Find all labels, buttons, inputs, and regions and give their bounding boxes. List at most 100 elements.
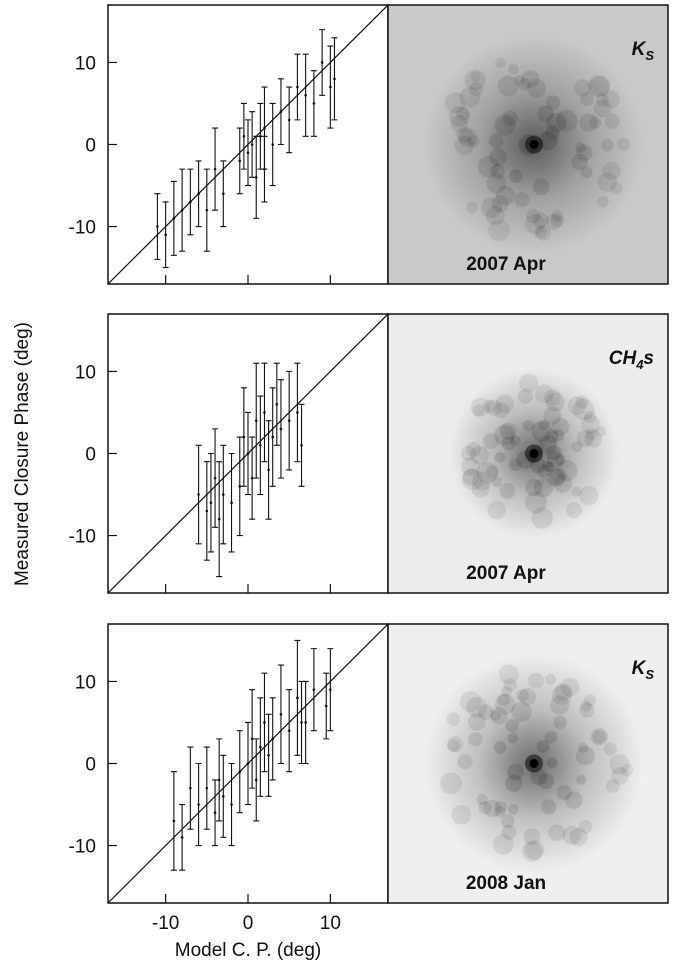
speckle [549, 695, 570, 715]
speckle [495, 394, 515, 414]
speckle [545, 461, 556, 472]
speckle [486, 465, 499, 478]
point [205, 208, 209, 212]
speckle [459, 86, 481, 108]
speckle [553, 715, 568, 730]
speckle [611, 766, 629, 785]
speckle [491, 195, 509, 213]
speckle [583, 410, 597, 424]
speckle [571, 441, 583, 453]
speckle [521, 841, 543, 862]
speckle [604, 113, 620, 129]
speckle [485, 206, 505, 226]
speckle [471, 471, 492, 491]
core [529, 140, 539, 149]
speckle [501, 436, 516, 451]
point [259, 134, 262, 138]
date-label: 2008 Jan [466, 873, 546, 894]
point [312, 102, 316, 105]
speckle [531, 507, 553, 529]
x-tick-label: -10 [152, 913, 179, 934]
point [246, 151, 250, 155]
speckle [516, 688, 529, 702]
point [324, 704, 328, 708]
speckle [487, 219, 510, 242]
speckle [476, 793, 488, 806]
point [189, 786, 192, 790]
speckle [490, 164, 506, 179]
band-text: K [632, 658, 647, 679]
speckle [541, 460, 553, 472]
speckle [493, 402, 510, 419]
speckle [487, 500, 506, 520]
speckle [578, 742, 589, 753]
speckle [546, 112, 567, 133]
point [267, 753, 270, 757]
speckle [556, 460, 578, 482]
speckle [541, 799, 557, 815]
speckle [554, 683, 572, 701]
speckle [501, 824, 517, 840]
y-tick-label: 10 [75, 672, 96, 693]
speckle [579, 113, 598, 132]
band-label: CH4s [609, 348, 654, 372]
band-label: KS [632, 39, 655, 63]
speckle [538, 131, 558, 151]
speckle [551, 210, 564, 222]
point [279, 110, 283, 113]
speckle [602, 161, 621, 181]
speckle [505, 718, 519, 733]
plot-area [108, 314, 388, 593]
speckle [572, 398, 595, 421]
point [254, 419, 258, 422]
point [250, 476, 254, 480]
speckle [494, 424, 515, 446]
speckle [459, 691, 482, 713]
speckle [579, 485, 599, 506]
speckle [543, 406, 562, 425]
point [263, 126, 266, 130]
band-sub: S [645, 667, 654, 682]
point [213, 167, 217, 171]
speckle [478, 704, 494, 720]
speckle [483, 799, 501, 818]
speckle [545, 213, 562, 231]
speckle [571, 486, 582, 497]
speckle [469, 82, 484, 97]
speckle [551, 429, 565, 442]
speckle [488, 133, 504, 149]
speckle [457, 754, 473, 770]
point [259, 443, 262, 447]
point [205, 786, 209, 790]
speckle [553, 474, 573, 493]
speckle [460, 457, 480, 476]
speckle [505, 774, 523, 793]
speckle [444, 92, 466, 114]
speckle [514, 74, 525, 86]
speckle [503, 678, 518, 692]
speckle [447, 736, 464, 753]
speckle [509, 169, 523, 184]
point [254, 176, 258, 179]
point [242, 435, 246, 439]
date-label: 2007 Apr [466, 563, 546, 584]
speckle [603, 742, 618, 756]
point [213, 811, 217, 815]
speckle [507, 732, 519, 744]
speckle [456, 107, 470, 121]
speckle [549, 467, 567, 486]
speckle [501, 686, 512, 697]
speckle [569, 827, 588, 846]
speckle [532, 178, 550, 196]
speckle [518, 373, 539, 393]
point [250, 737, 254, 741]
speckle [536, 740, 550, 753]
speckle-image [424, 653, 644, 874]
speckle [449, 106, 470, 127]
speckle [538, 435, 557, 454]
x-tick-label: 0 [243, 913, 254, 934]
speckle [544, 673, 557, 685]
band-sub: S [645, 48, 654, 63]
speckle [576, 774, 587, 785]
point [221, 493, 225, 496]
